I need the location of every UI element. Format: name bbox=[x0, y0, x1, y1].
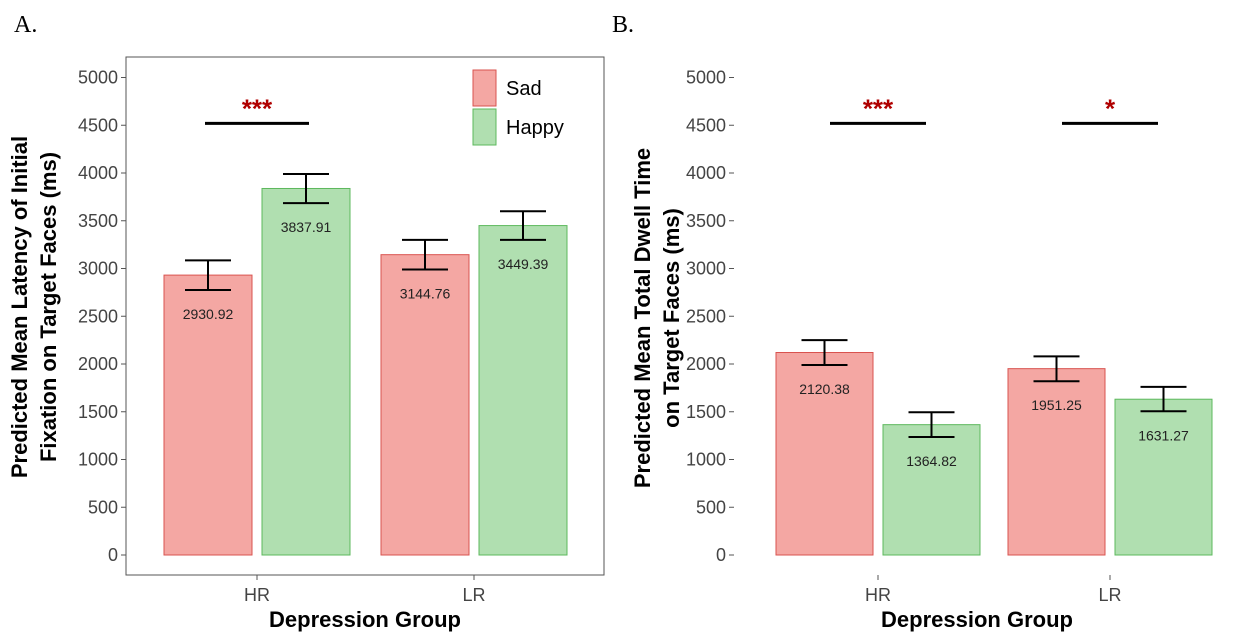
x-tick-label: HR bbox=[244, 585, 270, 605]
data-label: 3837.91 bbox=[281, 219, 332, 235]
y-tick-label: 3500 bbox=[78, 211, 118, 231]
y-tick-label: 2000 bbox=[686, 354, 726, 374]
y-axis-title: Predicted Mean Latency of Initial bbox=[7, 136, 32, 478]
legend-swatch bbox=[472, 69, 497, 107]
significance-label: * bbox=[1105, 93, 1116, 123]
y-tick-label: 0 bbox=[108, 545, 118, 565]
y-tick-label: 4500 bbox=[78, 115, 118, 135]
bar bbox=[163, 274, 253, 556]
y-tick-label: 500 bbox=[88, 497, 118, 517]
data-label: 1951.25 bbox=[1031, 397, 1082, 413]
x-tick-label: LR bbox=[462, 585, 485, 605]
x-tick-label: LR bbox=[1098, 585, 1121, 605]
y-tick-label: 3000 bbox=[686, 259, 726, 279]
y-tick-label: 2500 bbox=[78, 306, 118, 326]
y-tick-label: 5000 bbox=[686, 68, 726, 88]
y-axis-title: Fixation on Target Faces (ms) bbox=[36, 152, 61, 462]
bar bbox=[478, 225, 568, 556]
y-tick-label: 2500 bbox=[686, 306, 726, 326]
bar bbox=[261, 187, 351, 556]
y-tick-label: 1000 bbox=[686, 450, 726, 470]
y-tick-label: 1500 bbox=[78, 402, 118, 422]
y-tick-label: 2000 bbox=[78, 354, 118, 374]
y-tick-label: 1000 bbox=[78, 450, 118, 470]
significance-label: *** bbox=[242, 93, 273, 123]
x-tick-label: HR bbox=[865, 585, 891, 605]
data-label: 1364.82 bbox=[906, 453, 957, 469]
y-tick-label: 3000 bbox=[78, 259, 118, 279]
y-tick-label: 3500 bbox=[686, 211, 726, 231]
y-axis-title: on Target Faces (ms) bbox=[659, 208, 684, 428]
legend-swatch bbox=[472, 108, 497, 146]
x-axis-title: Depression Group bbox=[881, 607, 1073, 632]
x-axis-title: Depression Group bbox=[269, 607, 461, 632]
y-tick-label: 500 bbox=[696, 497, 726, 517]
y-axis-title: Predicted Mean Total Dwell Time bbox=[630, 148, 655, 488]
data-label: 3144.76 bbox=[400, 285, 451, 301]
data-label: 2120.38 bbox=[799, 381, 850, 397]
data-label: 2930.92 bbox=[183, 306, 234, 322]
bar bbox=[1007, 368, 1106, 556]
y-tick-label: 5000 bbox=[78, 68, 118, 88]
panel-a: A. 0 500 1000 1500 2000 2500 3000 3500 4000 4500 50… bbox=[7, 12, 605, 632]
legend-label: Sad bbox=[506, 78, 542, 100]
y-tick-label: 4500 bbox=[686, 115, 726, 135]
y-tick-label: 0 bbox=[716, 545, 726, 565]
panel-label: B. bbox=[612, 12, 634, 38]
significance-label: *** bbox=[863, 93, 894, 123]
bar bbox=[380, 254, 470, 556]
bar bbox=[775, 352, 874, 556]
panel-label: A. bbox=[14, 12, 37, 38]
y-tick-label: 4000 bbox=[78, 163, 118, 183]
data-label: 3449.39 bbox=[498, 256, 549, 272]
legend-label: Happy bbox=[506, 117, 564, 139]
panel-b: B. 0 500 1000 1500 2000 2500 3000 3500 4000 4500 50… bbox=[612, 12, 1213, 632]
bar bbox=[882, 424, 981, 556]
y-tick-label: 4000 bbox=[686, 163, 726, 183]
data-label: 1631.27 bbox=[1138, 427, 1189, 443]
bar bbox=[1114, 398, 1213, 556]
y-tick-label: 1500 bbox=[686, 402, 726, 422]
